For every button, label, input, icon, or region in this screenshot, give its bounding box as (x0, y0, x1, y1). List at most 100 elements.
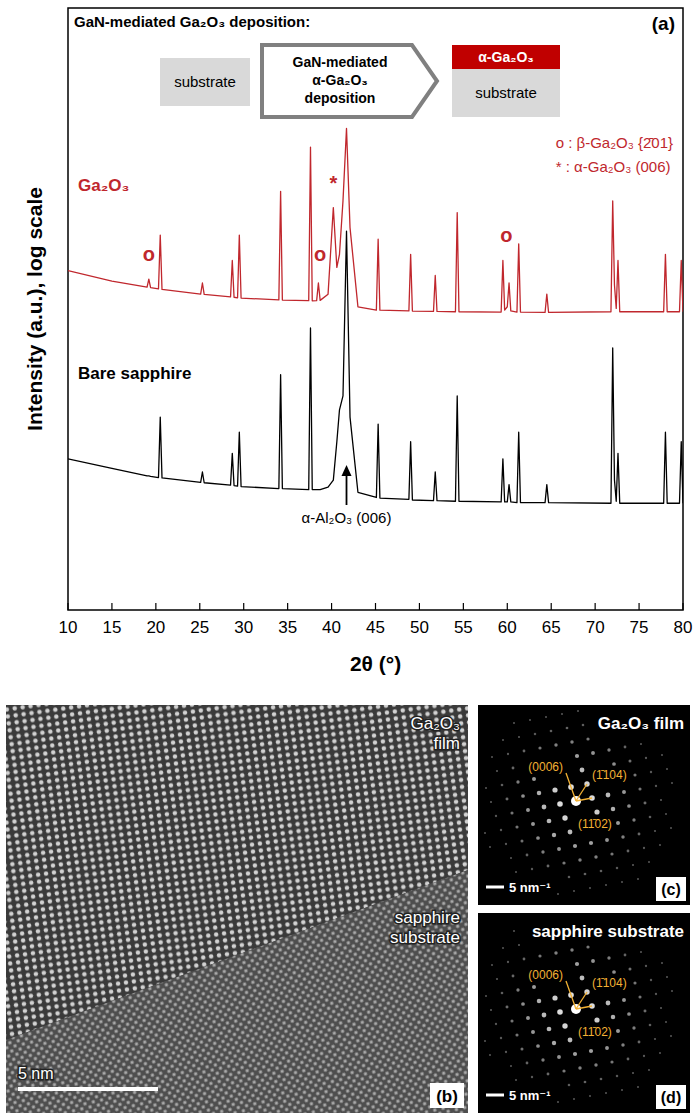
diffraction-spot (649, 1024, 652, 1027)
diffraction-spot (622, 998, 626, 1002)
diffraction-spot (594, 1063, 597, 1066)
diffraction-spot (575, 962, 579, 966)
diffraction-spot (589, 1049, 593, 1053)
diffraction-spot (661, 754, 663, 756)
diffraction-spot (591, 959, 595, 963)
diffraction-spot (526, 1016, 530, 1020)
diffraction-spot (512, 767, 515, 770)
annotation-arrowhead (342, 465, 352, 476)
inset-label: substrate (174, 73, 236, 90)
x-tick (287, 603, 288, 610)
x-tick (551, 603, 552, 610)
diffraction-spot (520, 1047, 523, 1050)
scale-bar-label: 5 nm⁻¹ (509, 1088, 551, 1103)
y-axis-title: Intensity (a.u.), log scale (23, 187, 46, 431)
diffraction-spot (580, 768, 585, 773)
diffraction-spot (531, 822, 535, 826)
diffraction-spot (606, 1001, 611, 1006)
diffraction-spot (578, 1066, 581, 1069)
diffraction-spot (552, 787, 557, 792)
series-label: Ga₂O₃ (78, 176, 129, 195)
diffraction-spot (507, 753, 509, 755)
diffraction-spot (622, 790, 626, 794)
diffraction-spot (600, 870, 603, 873)
diffraction-spot (665, 1021, 667, 1023)
diffraction-spot (515, 871, 517, 873)
diffraction-spot (552, 833, 556, 837)
diffraction-bg (478, 913, 690, 1113)
x-tick (463, 603, 464, 610)
diffraction-spot (586, 737, 589, 740)
diffraction-spot (627, 1058, 630, 1061)
figure: 101520253035404550556065707580Ga₂O₃Bare … (0, 0, 696, 1119)
diffraction-spot (500, 1037, 502, 1039)
diffraction-spot (586, 945, 589, 948)
diffraction-spot (520, 839, 523, 842)
index-arrow (566, 773, 576, 801)
x-tick-label: 45 (366, 618, 385, 637)
diffraction-spot (537, 791, 542, 796)
xrd-trace (68, 128, 683, 312)
diffraction-spot (584, 1081, 587, 1084)
diffraction-spot (547, 1027, 552, 1032)
diffraction-spot (547, 1073, 550, 1076)
diffraction-spot (523, 958, 526, 961)
diffraction-spot (536, 1044, 540, 1048)
diffraction-spot (506, 798, 509, 801)
diffraction-spot (568, 1084, 571, 1087)
panel-label: (a) (652, 13, 675, 34)
tem-bg (6, 705, 468, 1113)
inset-process-label: α-Ga₂O₃ (312, 72, 368, 88)
diffraction-spot (655, 785, 657, 787)
xrd-trace (68, 231, 683, 503)
diffraction-spot (500, 829, 502, 831)
diffraction-spot (570, 948, 573, 951)
diffraction-spot (644, 802, 647, 805)
diffraction-spot (612, 762, 616, 766)
diffraction-spot (600, 1078, 603, 1081)
inset-film-layer (452, 45, 560, 69)
diffraction-spot (616, 867, 618, 869)
diffraction-spot (534, 733, 536, 735)
diffraction-spot (621, 881, 623, 883)
x-tick-label: 10 (59, 618, 78, 637)
x-tick-label: 30 (234, 618, 253, 637)
spot-index-label: (0006) (528, 968, 563, 982)
x-tick (155, 603, 156, 610)
diffraction-spot (510, 1065, 512, 1067)
diffraction-spot (536, 836, 540, 840)
scale-bar (486, 886, 504, 889)
diffraction-spot (531, 1030, 535, 1034)
diffraction-spot (490, 1009, 492, 1011)
diffraction-spot (529, 719, 531, 721)
x-tick-label: 70 (586, 618, 605, 637)
marker-legend: o : β-Ga₂O₃ {2̄01} (556, 134, 673, 151)
diffraction-spot (640, 951, 642, 953)
plot-data (68, 128, 683, 503)
diffraction-spot (557, 1101, 559, 1103)
diffraction-spot (557, 893, 559, 895)
diffraction-spot (552, 995, 557, 1000)
chart-title: GaN-mediated Ga₂O₃ deposition: (74, 13, 310, 30)
diffraction-spot (650, 771, 652, 773)
diffraction-spot (621, 1043, 624, 1046)
diffraction-spot (568, 1038, 573, 1043)
diffraction-spot (632, 864, 634, 866)
diffraction-spot (506, 1006, 509, 1009)
diffraction-spot (605, 1046, 609, 1050)
inset-substrate (452, 69, 560, 117)
diffraction-spot (521, 794, 525, 798)
x-tick (638, 603, 639, 610)
diffraction-spot (513, 722, 515, 724)
diffraction-spot (538, 954, 541, 957)
diffraction-spot (616, 821, 620, 825)
series-label: Bare sapphire (78, 364, 191, 383)
diffraction-spot (638, 995, 641, 998)
diffraction-spot (501, 784, 504, 787)
diffraction-spot (502, 947, 504, 949)
diffraction-spot (621, 835, 624, 838)
diffraction-spot (659, 1052, 661, 1054)
panel-label: (b) (436, 1087, 458, 1106)
diffraction-spot (537, 999, 542, 1004)
diffraction-spot (638, 833, 641, 836)
